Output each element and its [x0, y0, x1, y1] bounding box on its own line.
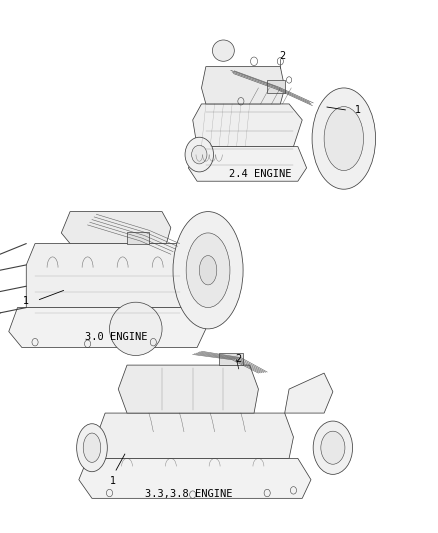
Polygon shape [61, 212, 171, 244]
Ellipse shape [173, 212, 243, 329]
Ellipse shape [321, 431, 345, 464]
Polygon shape [26, 244, 193, 308]
Text: 1: 1 [23, 296, 29, 305]
Polygon shape [118, 365, 258, 413]
Ellipse shape [212, 40, 234, 61]
Polygon shape [285, 373, 333, 413]
Ellipse shape [324, 107, 364, 171]
Text: 2: 2 [236, 353, 242, 364]
Ellipse shape [186, 233, 230, 308]
Text: 3.3,3.8 ENGINE: 3.3,3.8 ENGINE [145, 489, 232, 499]
Text: 1: 1 [355, 106, 361, 115]
Polygon shape [9, 308, 206, 348]
Bar [219, 353, 243, 365]
Polygon shape [96, 413, 293, 458]
Ellipse shape [77, 424, 107, 472]
Polygon shape [193, 104, 302, 147]
Ellipse shape [192, 145, 207, 164]
Text: 3.0 ENGINE: 3.0 ENGINE [85, 332, 147, 342]
Bar [267, 80, 285, 93]
Ellipse shape [185, 137, 214, 172]
Text: 2.4 ENGINE: 2.4 ENGINE [230, 168, 292, 179]
Ellipse shape [312, 88, 376, 189]
Polygon shape [201, 67, 285, 104]
Ellipse shape [110, 302, 162, 356]
Ellipse shape [313, 421, 353, 474]
Polygon shape [188, 147, 307, 181]
Polygon shape [79, 458, 311, 498]
Bar [127, 232, 149, 244]
Text: 2: 2 [279, 51, 286, 61]
Ellipse shape [199, 255, 217, 285]
Text: 1: 1 [110, 476, 116, 486]
Ellipse shape [83, 433, 101, 462]
